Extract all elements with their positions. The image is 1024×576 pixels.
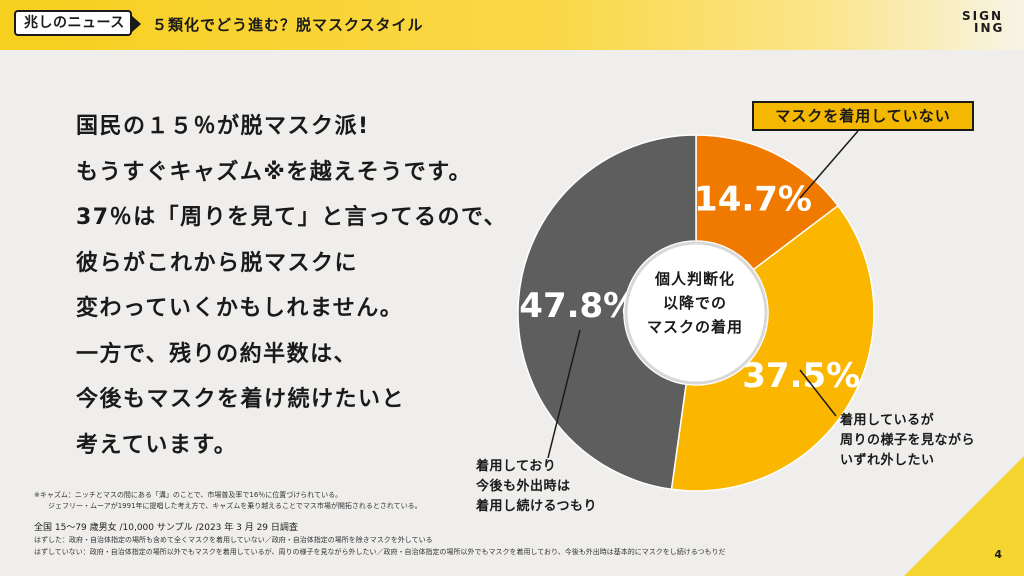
center-line: 個人判断化: [654, 270, 735, 288]
label-watching-line: 周りの様子を見ながら: [840, 433, 976, 448]
center-line: マスクの着用: [646, 318, 743, 336]
slice-value-label: 37.5%: [742, 356, 860, 396]
footnote-definition-1: はずした：政府・自治体指定の場所も含めて全くマスクを着用していない／政府・自治体…: [34, 536, 433, 544]
main-line: 変わっていくかもしれません。: [76, 296, 404, 321]
slice-value-label: 47.8%: [519, 286, 637, 326]
label-watching-line: 着用しているが: [840, 413, 935, 428]
header-bar: [0, 0, 1024, 50]
label-not-wearing: マスクを着用していない: [752, 101, 974, 131]
label-continue-line: 今後も外出時は: [476, 479, 571, 494]
news-tag: 兆しのニュース: [14, 10, 141, 36]
label-continue: 着用しており 今後も外出時は 着用し続けるつもり: [476, 457, 597, 517]
survey-info: 全国 15～79 歳男女 /10,000 サンプル /2023 年 3 月 29…: [34, 523, 298, 533]
label-continue-line: 着用し続けるつもり: [476, 499, 597, 514]
main-line: 今後もマスクを着け続けたいと: [76, 387, 406, 412]
donut-center: [624, 241, 768, 385]
brand-line-1: SIGN: [962, 9, 1003, 23]
main-line: 国民の１５％が脱マスク派!: [76, 114, 370, 139]
corner-decoration: [904, 456, 1024, 576]
donut-slice-2: [670, 204, 875, 492]
label-continue-line: 着用しており: [476, 459, 557, 474]
main-line: 一方で、残りの約半数は、: [76, 341, 358, 367]
main-message: 国民の１５％が脱マスク派! もうすぐキャズム※を越えそうです。 37％は「周りを…: [76, 104, 507, 468]
main-line: 37％は「周りを見て」と言ってるので、: [76, 205, 508, 230]
footnote-chasm-2: ジェフリー・ムーアが1991年に提唱した考え方で、キャズムを乗り越えることでマス…: [48, 502, 422, 510]
footnote-chasm: ※キャズム：ニッチとマスの間にある「溝」のことで、市場普及率で16％に位置づけら…: [34, 491, 343, 499]
center-line: 以降での: [662, 294, 727, 312]
leader-line-continue: [547, 329, 581, 459]
leader-line-not-wearing: [799, 130, 859, 199]
chart-center-label: 個人判断化 以降での マスクの着用: [620, 267, 770, 339]
brand-logo: SIGN ING: [962, 10, 1010, 34]
slice-value-label: 14.7%: [694, 179, 812, 219]
footnote-definition-2: はずしていない：政府・自治体指定の場所以外でもマスクを着用しているが、周りの様子…: [34, 548, 726, 556]
donut-slice-1: [695, 134, 840, 271]
leader-line-watching: [799, 369, 837, 417]
main-line: もうすぐキャズム※を越えそうです。: [76, 159, 473, 185]
page-number: 4: [994, 548, 1002, 561]
main-line: 考えています。: [76, 432, 238, 458]
page-title: ５類化でどう進む？脱マスクスタイル: [152, 16, 424, 34]
brand-line-2: ING: [974, 21, 1005, 35]
main-line: 彼らがこれから脱マスクに: [76, 250, 359, 276]
